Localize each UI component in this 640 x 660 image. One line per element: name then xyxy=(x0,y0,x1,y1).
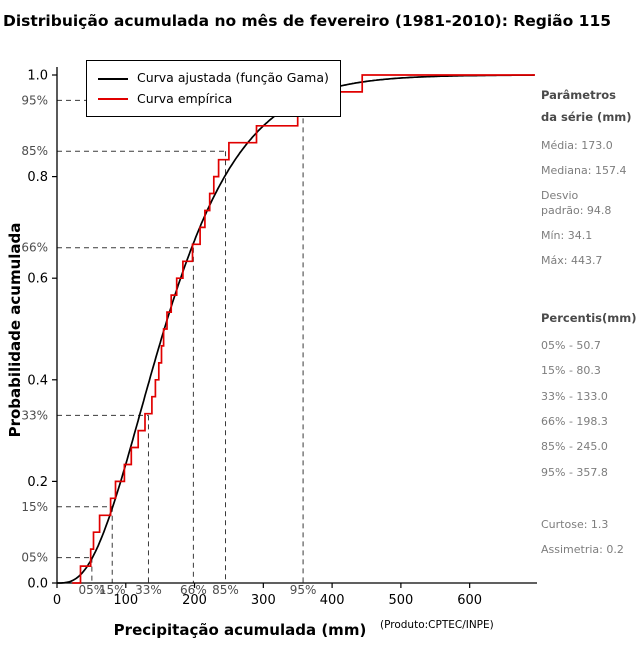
legend-item-label: Curva empírica xyxy=(137,90,233,106)
y-axis-tick-label: 0.8 xyxy=(27,170,48,185)
legend-item: Curva ajustada (função Gama) xyxy=(98,68,329,89)
y-axis-tick-label: 0.6 xyxy=(27,272,48,287)
empirical-step-curve xyxy=(72,74,535,584)
x-percentile-label: 33% xyxy=(135,583,162,597)
x-axis-tick-label: 200 xyxy=(182,593,207,608)
x-percentile-label: 95% xyxy=(290,583,317,597)
x-percentile-label: 05% xyxy=(79,583,106,597)
stats-section: Percentis(mm) 05% - 50.7 15% - 80.3 33% - 1… xyxy=(541,307,638,480)
stat-line: Máx: 443.7 xyxy=(541,254,603,268)
axes: 0.0 0.2 0.4 0.6 0.8 1.0 0 100 200 300 400 500 600 05%… xyxy=(21,67,537,608)
x-axis-tick-label: 600 xyxy=(457,593,482,608)
y-axis-tick-label: 1.0 xyxy=(27,69,48,84)
stat-line: Curtose: 1.3 xyxy=(541,517,609,531)
x-percentile-label: 85% xyxy=(212,583,239,597)
x-percentile-label: 66% xyxy=(180,583,207,597)
x-axis-tick-label: 400 xyxy=(320,593,345,608)
y-percentile-label: 33% xyxy=(21,408,48,422)
y-axis-tick-label: 0.2 xyxy=(27,475,48,490)
x-axis-tick-label: 500 xyxy=(388,593,413,608)
x-axis-tick-label: 0 xyxy=(53,593,61,608)
stat-line: 95% - 357.8 xyxy=(541,465,608,479)
stat-line: 05% - 50.7 xyxy=(541,339,601,353)
chart-title: Distribuição acumulada no mês de feverei… xyxy=(2,12,612,30)
y-axis-tick-label: 0.0 xyxy=(27,577,48,592)
stat-line: Assimetria: 0.2 xyxy=(541,543,624,557)
stat-line: Mediana: 157.4 xyxy=(541,164,627,178)
stats-section-header: Parâmetros da série (mm) xyxy=(541,88,632,125)
stats-section: Curtose: 1.3 Assimetria: 0.2 xyxy=(541,518,638,558)
legend-line-sample xyxy=(98,77,128,80)
x-axis-tick-label: 300 xyxy=(251,593,276,608)
legend-item: Curva empírica xyxy=(98,89,329,110)
y-percentile-label: 95% xyxy=(21,93,48,107)
product-note: (Produto:CPTEC/INPE) xyxy=(380,619,494,631)
y-percentile-label: 85% xyxy=(21,144,48,158)
y-axis-tick-label: 0.4 xyxy=(27,373,48,388)
stat-line: 33% - 133.0 xyxy=(541,389,608,403)
y-axis-title: Probabilidade acumulada xyxy=(6,222,24,438)
stats-section: Parâmetros da série (mm) Média: 173.0 Medi… xyxy=(541,84,638,269)
stats-section-header: Percentis(mm) xyxy=(541,310,637,325)
legend-item-label: Curva ajustada (função Gama) xyxy=(137,70,329,85)
percentile-guides xyxy=(57,99,304,583)
y-percentile-label: 15% xyxy=(21,500,48,514)
chart-legend: Curva ajustada (função Gama) Curva empíri… xyxy=(86,60,341,118)
stat-line: 15% - 80.3 xyxy=(541,364,601,378)
x-axis-tick-label: 100 xyxy=(113,593,138,608)
y-percentile-label: 66% xyxy=(21,241,48,255)
stat-line: Desvio padrão: 94.8 xyxy=(541,189,612,217)
stat-line: Média: 173.0 xyxy=(541,138,613,152)
stat-line: 66% - 198.3 xyxy=(541,414,608,428)
stat-line: 85% - 245.0 xyxy=(541,440,608,454)
legend-line-sample xyxy=(98,98,128,101)
fitted-gamma-curve xyxy=(57,74,535,584)
stat-line: Mín: 34.1 xyxy=(541,229,593,243)
x-axis-title: Precipitação acumulada (mm) xyxy=(113,621,367,639)
y-percentile-label: 05% xyxy=(21,551,48,565)
x-percentile-label: 15% xyxy=(99,583,126,597)
stats-panel: Parâmetros da série (mm) Média: 173.0 Medi… xyxy=(541,84,638,595)
